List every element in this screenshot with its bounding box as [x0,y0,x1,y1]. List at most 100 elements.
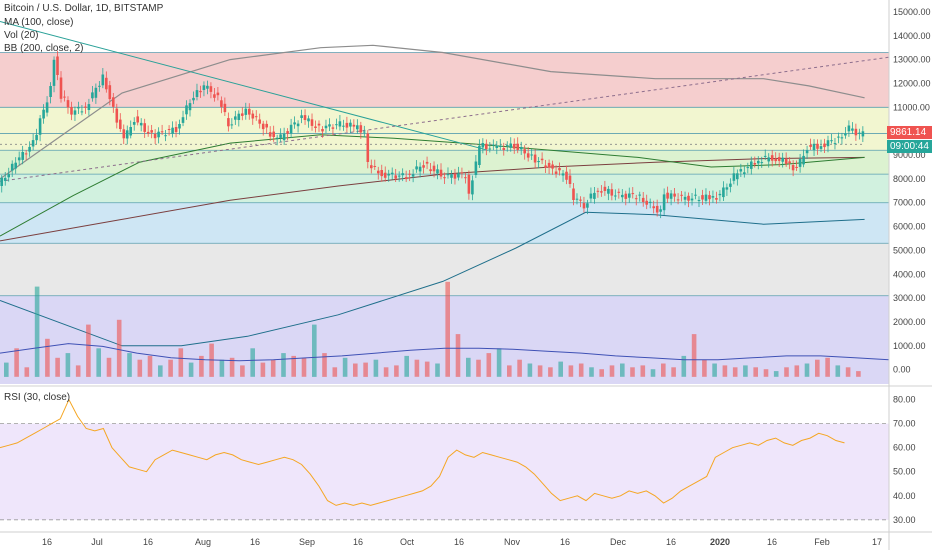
time-tick-label: Jul [91,537,103,547]
volume-bar [650,369,656,377]
candle-body [763,155,767,157]
volume-bar [229,357,235,377]
candle-body [101,74,105,86]
rsi-line [0,398,845,506]
candle-body [673,193,676,197]
volume-bar [681,355,687,377]
vol-legend: Vol (20) [4,30,39,41]
candle-body [7,173,10,178]
candle-body [401,173,404,176]
candle-body [429,169,432,172]
volume-bar [609,365,615,377]
candle-body [600,191,603,193]
zone-band-4 [0,202,889,244]
candle-body [767,157,770,162]
candle-body [770,155,774,161]
candle-body [680,194,683,196]
volume-bar [435,363,440,377]
candle-body [450,174,453,178]
candle-body [213,94,216,98]
price-tick-label: 15000.00 [893,7,931,17]
candle-body [471,180,474,195]
price-tick-label: 1000.00 [893,341,926,351]
volume-bar [291,355,296,377]
candle-body [530,154,533,156]
volume-bar [250,348,255,377]
volume-bar [55,357,60,377]
candle-body [819,146,823,149]
candle-body [21,152,24,160]
volume-bar [794,365,800,377]
candle-body [397,175,401,177]
time-tick-label: 17 [872,537,882,547]
candle-body [119,119,122,129]
volume-bar [363,362,368,377]
candle-body [840,137,844,139]
candle-body [415,166,418,170]
candle-body [122,129,126,139]
volume-bar [784,367,789,377]
candle-body [512,143,516,149]
volume-bar [589,367,594,377]
volume-bar [825,357,830,377]
price-tick-label: 0.00 [893,365,911,375]
volume-bar [691,334,697,377]
volume-bar [743,365,748,377]
candle-body [275,137,279,139]
time-tick-label: 16 [250,537,260,547]
candle-body [321,129,324,132]
candle-body [788,161,791,164]
candle-body [812,143,816,151]
candle-body [652,206,655,209]
volume-bar [661,363,666,377]
candle-body [77,106,80,109]
candle-body [687,195,690,201]
candle-body [725,187,729,190]
price-tick-label: 12000.00 [893,78,931,88]
candle-body [718,193,722,196]
candle-body [847,125,851,132]
candle-body [753,163,757,165]
volume-bar [332,367,338,377]
time-tick-label: Oct [400,537,415,547]
volume-bar [815,359,820,377]
candle-body [425,161,429,164]
volume-bar [702,359,707,377]
candle-body [683,196,687,200]
candle-body [516,143,519,150]
candle-body [387,173,390,176]
candle-body [621,194,624,198]
volume-bar [106,357,112,377]
candle-body [160,131,164,133]
candle-body [729,183,732,187]
candle-body [523,149,526,154]
candle-body [474,161,478,175]
price-tick-label: 2000.00 [893,317,926,327]
volume-bar [671,367,676,377]
candle-body [593,192,596,199]
candle-body [70,107,73,115]
candle-body [0,177,3,186]
candle-body [760,162,764,164]
zone-band-0 [0,52,889,108]
time-tick-label: 16 [454,537,464,547]
candle-body [115,108,119,123]
volume-bar [732,367,738,377]
volume-bar [496,348,502,377]
candle-body [460,172,464,174]
candle-body [499,145,502,147]
candle-body [715,198,718,200]
volume-bar [219,359,225,377]
volume-bar [394,365,399,377]
volume-bar [34,286,40,377]
candle-body [408,173,411,175]
rsi-tick-label: 70.00 [893,419,916,429]
volume-bar [301,357,307,377]
candle-body [300,115,303,118]
volume-bar [65,353,71,377]
candle-body [554,171,558,174]
time-tick-label: 16 [42,537,52,547]
candle-body [422,165,425,168]
